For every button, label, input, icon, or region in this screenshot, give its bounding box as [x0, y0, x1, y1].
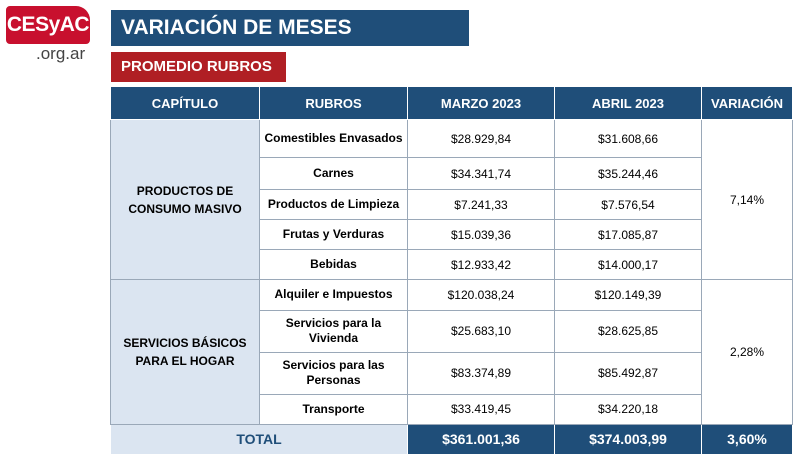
abril-cell: $14.000,17 — [554, 249, 702, 281]
table-row: Servicios para las Personas $83.374,89 $… — [111, 351, 793, 395]
logo-wordmark: CESyAC — [6, 6, 90, 44]
abril-cell: $120.149,39 — [554, 279, 702, 311]
rubro-cell: Servicios para la Vivienda — [259, 309, 408, 353]
marzo-cell: $25.683,10 — [407, 309, 555, 353]
rubro-cell: Comestibles Envasados — [259, 118, 408, 159]
rubro-cell: Carnes — [259, 157, 408, 191]
header-variacion: VARIACIÓN — [701, 86, 793, 120]
total-variacion: 3,60% — [701, 423, 793, 456]
capitulo-cell: PRODUCTOS DE CONSUMO MASIVO — [110, 118, 260, 281]
total-marzo: $361.001,36 — [407, 423, 555, 456]
variacion-cell: 7,14% — [701, 118, 793, 281]
abril-cell: $34.220,18 — [554, 393, 702, 425]
table-row: Productos de Limpieza $7.241,33 $7.576,5… — [111, 189, 793, 221]
rubro-cell: Alquiler e Impuestos — [259, 279, 408, 311]
table-row: Servicios para la Vivienda $25.683,10 $2… — [111, 309, 793, 353]
table-header-row: CAPÍTULO RUBROS MARZO 2023 ABRIL 2023 VA… — [110, 86, 793, 120]
marzo-cell: $83.374,89 — [407, 351, 555, 395]
abril-cell: $85.492,87 — [554, 351, 702, 395]
table-row: Bebidas $12.933,42 $14.000,17 — [111, 249, 793, 281]
header-abril: ABRIL 2023 — [554, 86, 702, 120]
table-row: Frutas y Verduras $15.039,36 $17.085,87 — [111, 219, 793, 251]
variation-table: CAPÍTULO RUBROS MARZO 2023 ABRIL 2023 VA… — [110, 86, 793, 456]
marzo-cell: $33.419,45 — [407, 393, 555, 425]
rubro-cell: Transporte — [259, 393, 408, 425]
logo-domain: .org.ar — [36, 44, 86, 63]
abril-cell: $17.085,87 — [554, 219, 702, 251]
abril-cell: $7.576,54 — [554, 189, 702, 221]
section-subtitle: PROMEDIO RUBROS — [111, 52, 286, 82]
marzo-cell: $7.241,33 — [407, 189, 555, 221]
abril-cell: $28.625,85 — [554, 309, 702, 353]
total-label: TOTAL — [110, 423, 408, 456]
marzo-cell: $28.929,84 — [407, 118, 555, 159]
rubro-cell: Frutas y Verduras — [259, 219, 408, 251]
rubro-cell: Servicios para las Personas — [259, 351, 408, 395]
rubro-cell: Productos de Limpieza — [259, 189, 408, 221]
marzo-cell: $120.038,24 — [407, 279, 555, 311]
abril-cell: $35.244,46 — [554, 157, 702, 191]
header-marzo: MARZO 2023 — [407, 86, 555, 120]
capitulo-cell: SERVICIOS BÁSICOS PARA EL HOGAR — [110, 279, 260, 425]
table-row: Transporte $33.419,45 $34.220,18 — [111, 393, 793, 425]
total-abril: $374.003,99 — [554, 423, 702, 456]
table-row: PRODUCTOS DE CONSUMO MASIVO Comestibles … — [110, 118, 793, 281]
marzo-cell: $15.039,36 — [407, 219, 555, 251]
marzo-cell: $34.341,74 — [407, 157, 555, 191]
header-rubros: RUBROS — [259, 86, 408, 120]
total-row: TOTAL $361.001,36 $374.003,99 3,60% — [110, 423, 793, 456]
brand-logo: CESyAC .org.ar — [6, 6, 100, 68]
table-row: SERVICIOS BÁSICOS PARA EL HOGAR Alquiler… — [110, 279, 793, 425]
page-title: VARIACIÓN DE MESES ANTERIORES — [111, 10, 469, 75]
abril-cell: $31.608,66 — [554, 118, 702, 159]
rubro-cell: Bebidas — [259, 249, 408, 281]
header-capitulo: CAPÍTULO — [110, 86, 260, 120]
variacion-cell: 2,28% — [701, 279, 793, 425]
marzo-cell: $12.933,42 — [407, 249, 555, 281]
table-row: Carnes $34.341,74 $35.244,46 — [111, 157, 793, 191]
